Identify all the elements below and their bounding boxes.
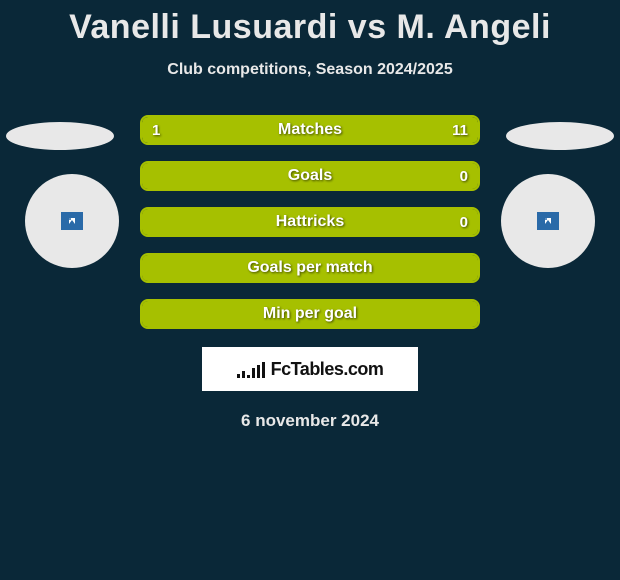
stat-label: Goals <box>142 167 478 185</box>
club-badge-placeholder-icon <box>537 212 559 230</box>
player-left-silhouette <box>6 122 114 150</box>
logo-chart-icon <box>237 360 265 378</box>
logo-bar <box>237 374 240 378</box>
date-label: 6 november 2024 <box>0 411 620 431</box>
logo-bar <box>242 371 245 378</box>
logo-bar <box>257 365 260 378</box>
stat-row: Min per goal <box>140 299 480 329</box>
logo-text: FcTables.com <box>271 359 384 380</box>
logo-bar <box>247 375 250 378</box>
stat-row: 1Matches11 <box>140 115 480 145</box>
stat-label: Goals per match <box>142 259 478 277</box>
club-badge-placeholder-icon <box>61 212 83 230</box>
stat-label: Min per goal <box>142 305 478 323</box>
logo-bar <box>262 362 265 378</box>
stat-value-right: 11 <box>452 122 468 139</box>
stat-row: Goals per match <box>140 253 480 283</box>
stat-row: Hattricks0 <box>140 207 480 237</box>
stat-label: Matches <box>142 121 478 139</box>
stat-value-right: 0 <box>460 214 468 231</box>
stat-value-right: 0 <box>460 168 468 185</box>
logo-bar <box>252 368 255 378</box>
club-left-logo <box>25 174 119 268</box>
club-right-logo <box>501 174 595 268</box>
stat-row: Goals0 <box>140 161 480 191</box>
subtitle: Club competitions, Season 2024/2025 <box>0 61 620 79</box>
page-title: Vanelli Lusuardi vs M. Angeli <box>0 0 620 47</box>
player-right-silhouette <box>506 122 614 150</box>
fctables-logo: FcTables.com <box>202 347 418 391</box>
stat-label: Hattricks <box>142 213 478 231</box>
